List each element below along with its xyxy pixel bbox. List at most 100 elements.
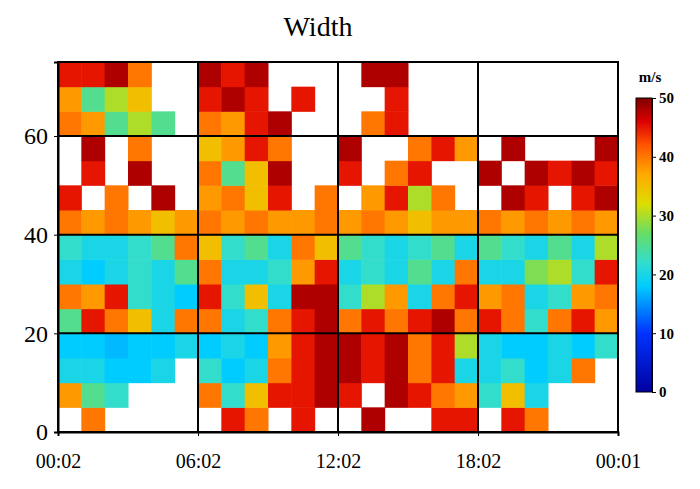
cell: [548, 210, 572, 235]
cell: [198, 284, 222, 309]
tick: 50: [652, 90, 674, 106]
tick-mark: [652, 98, 656, 99]
cell: [81, 136, 105, 161]
cell: [455, 333, 479, 358]
cell: [525, 161, 549, 186]
tick-label: 20: [659, 267, 674, 283]
cell: [151, 333, 175, 358]
cell: [431, 259, 455, 284]
cell: [245, 358, 269, 383]
cell: [478, 259, 502, 284]
cell: [105, 259, 129, 284]
cell: [105, 309, 129, 334]
cell: [105, 358, 129, 383]
cell: [548, 235, 572, 260]
cell: [58, 309, 82, 334]
cell: [105, 87, 129, 112]
axis-line: [54, 63, 59, 433]
cell: [478, 309, 502, 334]
cell: [268, 235, 292, 260]
cell: [268, 284, 292, 309]
cell: [478, 284, 502, 309]
tick-mark: [478, 432, 479, 436]
cell: [58, 87, 82, 112]
cell: [58, 111, 82, 136]
colorbar-label: m/s: [639, 69, 662, 85]
cell: [268, 185, 292, 210]
cell: [408, 358, 432, 383]
cell: [221, 87, 245, 112]
cell: [221, 309, 245, 334]
cell: [431, 284, 455, 309]
cell: [501, 235, 525, 260]
tick-mark: [652, 216, 656, 217]
cell: [431, 235, 455, 260]
cell: [245, 161, 269, 186]
cell: [525, 235, 549, 260]
cell: [408, 210, 432, 235]
tick-mark: [58, 432, 59, 436]
cell: [128, 259, 152, 284]
cell: [268, 210, 292, 235]
cell: [81, 111, 105, 136]
tick: 18:02: [456, 432, 502, 472]
tick: 20: [652, 267, 674, 283]
cell: [455, 383, 479, 408]
cell: [128, 161, 152, 186]
cell: [595, 309, 618, 334]
cell: [431, 407, 455, 432]
cell: [315, 185, 339, 210]
cell: [525, 407, 549, 432]
cell: [315, 210, 339, 235]
cell: [571, 358, 595, 383]
cell: [361, 358, 385, 383]
cell: [175, 259, 199, 284]
grid-line: [337, 62, 339, 432]
cell: [315, 383, 339, 408]
cell: [198, 333, 222, 358]
cell: [338, 309, 362, 334]
colorbar: 01020304050m/s: [636, 69, 674, 400]
cell: [245, 284, 269, 309]
cell: [291, 309, 315, 334]
cell: [571, 309, 595, 334]
cell: [221, 235, 245, 260]
cell: [151, 358, 175, 383]
cell: [245, 62, 269, 87]
cell: [291, 407, 315, 432]
cell: [245, 185, 269, 210]
cell: [408, 383, 432, 408]
cell: [431, 136, 455, 161]
cell: [548, 284, 572, 309]
cell: [245, 210, 269, 235]
cell: [338, 161, 362, 186]
cell: [58, 284, 82, 309]
cell: [105, 333, 129, 358]
cell: [338, 284, 362, 309]
cell: [198, 235, 222, 260]
cell: [81, 358, 105, 383]
cell: [408, 333, 432, 358]
grid-line: [477, 62, 479, 432]
tick-label: 10: [659, 326, 674, 342]
tick-label: 50: [659, 90, 674, 106]
cell: [81, 62, 105, 87]
cell: [315, 309, 339, 334]
cell: [151, 210, 175, 235]
cell: [385, 210, 409, 235]
colorbar-frame: [636, 98, 652, 392]
cell: [151, 111, 175, 136]
cell: [431, 333, 455, 358]
tick: 00:01: [596, 432, 642, 472]
cell: [81, 87, 105, 112]
cell: [245, 383, 269, 408]
tick-label: 30: [659, 208, 674, 224]
cell: [105, 111, 129, 136]
cell: [245, 136, 269, 161]
cell: [105, 235, 129, 260]
cell: [175, 210, 199, 235]
cell: [245, 407, 269, 432]
cell: [408, 185, 432, 210]
cell: [105, 185, 129, 210]
cell: [105, 284, 129, 309]
